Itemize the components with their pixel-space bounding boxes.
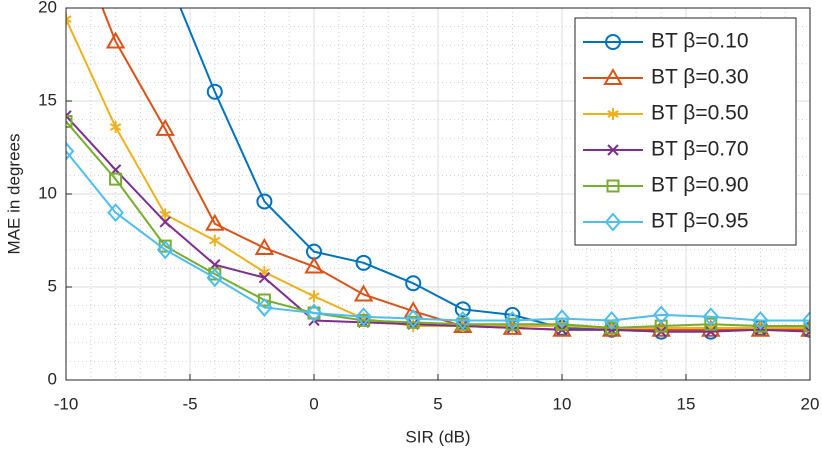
y-tick-label: 20 [38,0,57,16]
y-tick-label: 0 [48,369,57,388]
marker [159,216,171,228]
marker [105,31,126,49]
marker [652,305,670,325]
marker [256,297,273,317]
marker [256,193,273,210]
marker [605,321,619,335]
marker [355,307,372,327]
legend-label: BT β=0.50 [651,102,749,125]
marker [752,310,769,330]
marker [304,256,324,274]
x-axis-label: SIR (dB) [405,427,470,446]
legend-label: BT β=0.70 [651,138,749,161]
marker [603,67,623,85]
marker [801,310,810,330]
y-axis-label: MAE in degrees [4,134,23,255]
series-line [66,120,810,329]
marker [704,317,718,331]
x-tick-label: -5 [182,394,197,413]
marker [604,212,622,232]
y-tick-label: 10 [38,183,57,202]
x-tick-label: 5 [433,394,442,413]
marker [702,307,720,327]
x-tick-label: 10 [553,394,572,413]
marker [654,319,668,333]
marker [804,325,810,338]
marker [404,309,422,329]
marker [206,83,223,100]
marker [109,121,122,134]
marker [607,144,619,156]
legend-label: BT β=0.95 [651,210,749,233]
series-line [66,115,810,333]
x-tick-label: 15 [677,394,696,413]
marker [206,268,224,288]
marker [254,237,275,255]
marker [66,110,72,122]
marker [605,34,621,50]
legend-label: BT β=0.30 [651,66,749,89]
marker [607,108,619,120]
marker [603,310,620,330]
marker [257,293,271,307]
marker [205,213,225,231]
y-tick-label: 5 [48,276,57,295]
marker [109,172,123,186]
marker [504,310,521,330]
marker [705,325,717,338]
marker [803,319,810,333]
y-tick-label: 15 [38,90,57,109]
plot-lines [66,8,810,340]
legend-box [574,17,797,246]
marker [454,310,472,330]
marker [66,13,72,26]
legend-label: BT β=0.90 [651,174,749,197]
legend-label: BT β=0.10 [651,30,749,53]
marker [66,141,75,161]
marker [308,290,320,303]
marker [355,254,372,271]
x-tick-label: 0 [309,394,318,413]
marker [107,203,124,223]
marker [159,208,171,221]
marker [553,309,571,329]
marker [606,179,620,193]
marker [258,271,271,284]
marker [155,118,175,136]
marker [353,284,374,302]
x-tick-label: 20 [801,394,820,413]
marker [405,275,422,292]
x-tick-label: -10 [54,394,79,413]
marker [209,234,221,247]
marker [156,240,174,260]
marker [66,114,73,128]
series-line [66,150,810,322]
marker [305,303,323,323]
plot-frame [65,7,811,381]
